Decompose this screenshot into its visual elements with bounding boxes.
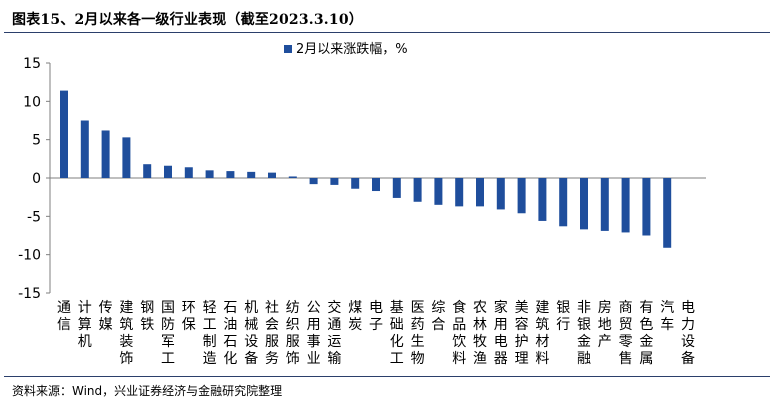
- x-tick-label: 房地产: [598, 300, 612, 350]
- x-tick-label: 医药生物: [411, 300, 425, 367]
- bar: [600, 178, 609, 231]
- bar: [538, 178, 547, 221]
- x-tick-label: 非银金融: [577, 300, 591, 367]
- bar: [60, 90, 68, 178]
- bar: [184, 167, 193, 178]
- bar: [476, 178, 484, 207]
- bar: [642, 178, 651, 236]
- source-note: 资料来源：Wind，兴业证券经济与金融研究院整理: [12, 384, 283, 398]
- x-tick-label: 环保: [182, 300, 196, 333]
- x-tick-label: 食品饮料: [452, 299, 466, 367]
- figure-title-bar: 图表15、2月以来各一级行业表现（截至2023.3.10）: [4, 2, 770, 33]
- source-bar: 资料来源：Wind，兴业证券经济与金融研究院整理: [4, 376, 770, 403]
- bar: [392, 178, 401, 198]
- bar: [413, 178, 422, 202]
- x-tick-label: 有色金属: [639, 300, 653, 367]
- bar: [351, 178, 360, 189]
- x-tick-label: 传媒: [99, 300, 113, 333]
- y-tick-label: 5: [32, 133, 41, 149]
- y-tick-label: -5: [27, 209, 41, 225]
- bar: [434, 178, 443, 205]
- y-tick-label: -10: [18, 248, 41, 264]
- y-tick-label: 0: [32, 171, 41, 187]
- x-tick-label: 基础化工: [390, 299, 404, 367]
- bar: [580, 178, 588, 230]
- bar: [496, 178, 505, 210]
- bar: [205, 170, 214, 178]
- x-tick-label: 美容护理: [515, 300, 529, 367]
- bar: [101, 130, 110, 178]
- figure-title: 图表15、2月以来各一级行业表现（截至2023.3.10）: [12, 12, 363, 28]
- x-tick-label: 公用事业: [307, 300, 321, 367]
- x-tick-label: 建筑装饰: [119, 300, 133, 367]
- bar: [247, 171, 256, 178]
- bar: [309, 178, 318, 185]
- x-tick-label: 通信: [57, 300, 71, 333]
- bar: [143, 164, 152, 178]
- x-tick-label: 汽车: [660, 300, 674, 333]
- bar: [164, 165, 172, 178]
- bar: [226, 171, 235, 178]
- bar: [268, 172, 276, 178]
- x-tick-label: 电子: [369, 300, 383, 333]
- x-tick-label: 轻工制造: [203, 300, 217, 367]
- bar: [122, 137, 131, 178]
- x-tick-label: 国防军工: [161, 300, 175, 367]
- x-tick-label: 家用电器: [494, 299, 508, 367]
- x-tick-label: 社会服务: [265, 300, 279, 367]
- legend-label: 2月以来涨跌幅，%: [296, 41, 408, 57]
- y-tick-label: 15: [23, 56, 41, 72]
- bar: [621, 178, 630, 233]
- x-tick-label: 农林牧渔: [473, 300, 487, 367]
- x-tick-label: 纺织服饰: [286, 300, 300, 367]
- bar: [455, 178, 464, 207]
- x-tick-label: 石油石化: [223, 300, 237, 367]
- bar: [559, 178, 568, 227]
- x-tick-label: 煤炭: [348, 300, 362, 333]
- y-tick-label: 10: [23, 94, 41, 110]
- bar: [288, 176, 297, 178]
- x-tick-label: 电力设备: [681, 300, 695, 367]
- x-tick-label: 综合: [431, 300, 445, 333]
- legend-swatch: [284, 45, 292, 53]
- bar-chart: 15 10 5 0 -5 -10 -15 通信计算机传媒建筑装饰钢铁国防军工环保轻工制造石油石…: [18, 41, 706, 367]
- x-tick-label: 交通运输: [327, 299, 341, 367]
- bar: [517, 178, 526, 214]
- x-tick-label: 机械设备: [244, 300, 258, 367]
- x-tick-label: 计算机: [78, 300, 92, 350]
- bar: [663, 178, 672, 248]
- bar: [330, 178, 339, 185]
- bar: [372, 178, 380, 192]
- bar: [80, 120, 89, 178]
- x-tick-label: 银行: [556, 300, 570, 333]
- x-tick-label: 商贸零售: [619, 300, 633, 367]
- y-tick-label: -15: [18, 286, 41, 302]
- x-tick-label: 钢铁: [140, 300, 154, 333]
- x-tick-label: 建筑材料: [535, 300, 549, 367]
